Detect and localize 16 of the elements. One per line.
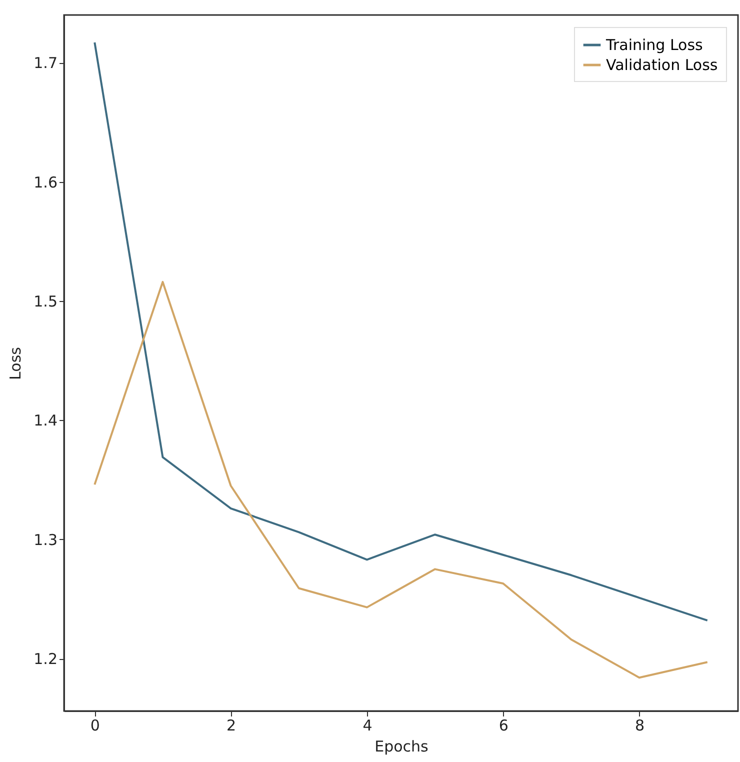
x-tick-label: 4	[362, 716, 372, 734]
y-tick-label: 1.5	[34, 292, 58, 311]
legend-label: Training Loss	[605, 36, 704, 54]
x-tick-label: 0	[90, 716, 100, 734]
y-tick-label: 1.6	[34, 173, 58, 192]
legend-label: Validation Loss	[606, 56, 718, 74]
y-tick-label: 1.4	[34, 412, 58, 430]
x-tick-label: 8	[635, 716, 645, 734]
line-series	[94, 280, 708, 679]
x-tick-label: 6	[498, 716, 508, 734]
y-axis-title: Loss	[6, 346, 25, 380]
x-tick-label: 2	[226, 716, 236, 734]
x-axis-title: Epochs	[374, 738, 429, 756]
y-tick-label: 1.2	[34, 650, 58, 668]
y-tick-label: 1.7	[34, 54, 58, 72]
y-tick-label: 1.3	[34, 530, 58, 549]
